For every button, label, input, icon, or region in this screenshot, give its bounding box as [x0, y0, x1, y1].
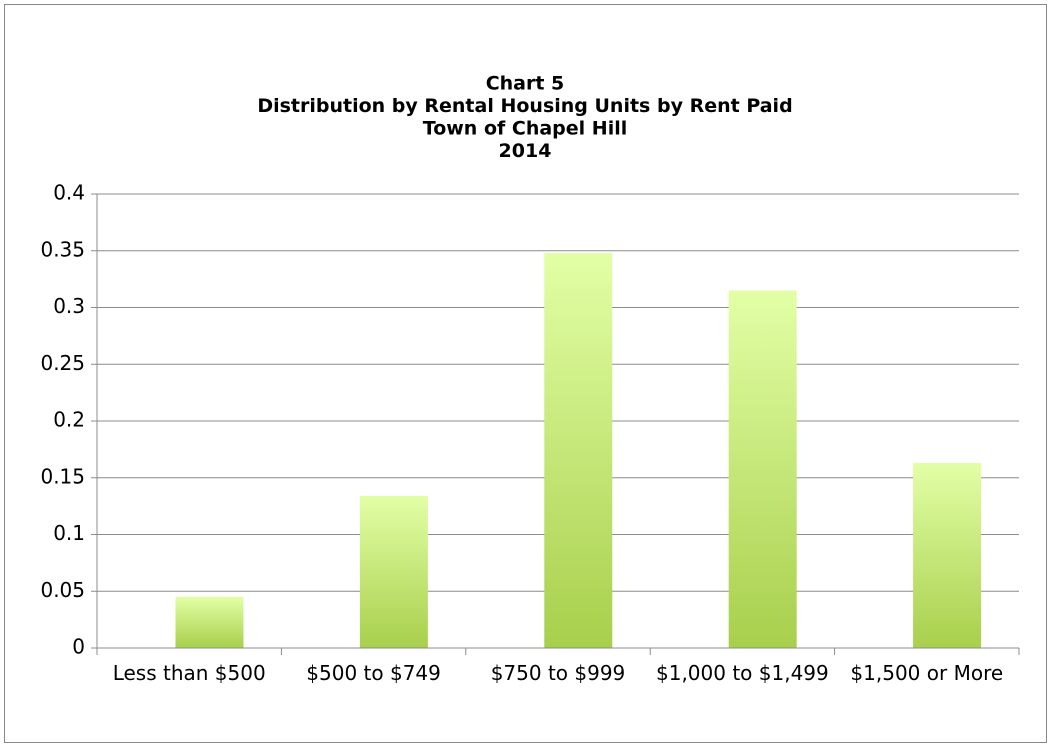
y-tick-label: 0.25 [40, 351, 85, 375]
chart-title: Distribution by Rental Housing Units by … [257, 95, 792, 117]
chart-title: Town of Chapel Hill [423, 118, 627, 140]
bar [728, 290, 797, 648]
bar [913, 462, 982, 648]
y-tick-label: 0.2 [53, 408, 85, 432]
x-tick-label: $1,000 to $1,499 [656, 661, 829, 685]
bar [544, 253, 613, 648]
y-tick-label: 0.15 [40, 464, 85, 488]
x-tick-label: $750 to $999 [490, 661, 626, 685]
y-tick-label: 0.3 [53, 294, 85, 318]
y-tick-label: 0.05 [40, 578, 85, 602]
bar [359, 495, 428, 648]
x-tick-label: Less than $500 [112, 661, 266, 685]
x-tick-label: $500 to $749 [306, 661, 441, 685]
y-tick-label: 0.35 [40, 237, 85, 261]
bar [175, 596, 244, 648]
y-tick-label: 0.1 [53, 521, 85, 545]
chart-title: Chart 5 [486, 73, 565, 95]
y-tick-label: 0 [72, 635, 85, 659]
x-tick-label: $1,500 or More [850, 661, 1004, 685]
y-tick-label: 0.4 [53, 181, 85, 205]
chart-title: 2014 [499, 140, 552, 162]
